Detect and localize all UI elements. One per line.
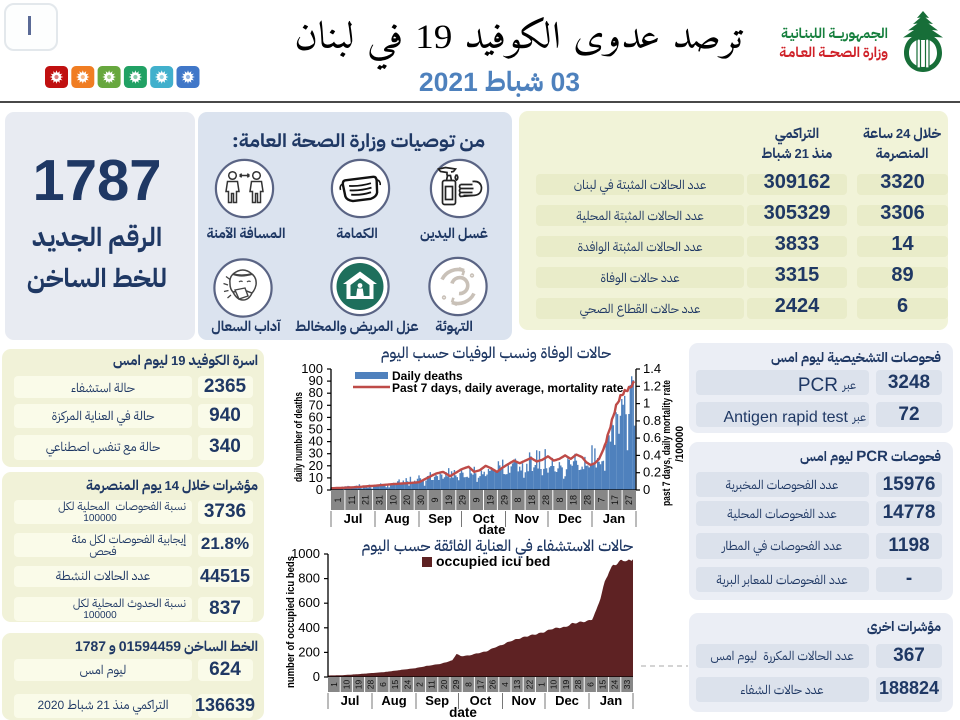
svg-text:28: 28 — [366, 680, 376, 690]
svg-text:28: 28 — [541, 495, 551, 505]
svg-text:60: 60 — [309, 409, 323, 424]
svg-text:Dec: Dec — [558, 511, 582, 526]
svg-text:daily number of deaths: daily number of deaths — [293, 392, 305, 482]
svg-text:10: 10 — [549, 680, 559, 690]
svg-text:19: 19 — [354, 680, 364, 690]
svg-text:400: 400 — [298, 620, 320, 635]
svg-text:Sep: Sep — [425, 693, 449, 708]
svg-text:28: 28 — [583, 495, 593, 505]
svg-text:Jan: Jan — [603, 511, 625, 526]
svg-text:Nov: Nov — [512, 693, 537, 708]
svg-text:0.2: 0.2 — [643, 465, 661, 480]
svg-text:Oct: Oct — [470, 693, 492, 708]
svg-text:22: 22 — [524, 680, 534, 690]
svg-text:600: 600 — [298, 595, 320, 610]
svg-text:19: 19 — [561, 680, 571, 690]
svg-text:20: 20 — [309, 458, 323, 473]
svg-text:0: 0 — [313, 669, 320, 684]
svg-text:8: 8 — [513, 497, 523, 502]
svg-text:24: 24 — [610, 680, 620, 690]
svg-text:10: 10 — [341, 680, 351, 690]
svg-text:800: 800 — [298, 571, 320, 586]
svg-text:1: 1 — [333, 497, 343, 502]
svg-text:date: date — [479, 522, 506, 537]
svg-text:11: 11 — [427, 680, 437, 689]
svg-text:100: 100 — [301, 361, 323, 376]
svg-text:24: 24 — [402, 680, 412, 690]
svg-text:29: 29 — [458, 495, 468, 505]
svg-text:13: 13 — [512, 680, 522, 690]
svg-text:9: 9 — [472, 497, 482, 502]
svg-text:15: 15 — [598, 680, 608, 690]
svg-text:17: 17 — [476, 680, 486, 690]
svg-text:Daily deaths: Daily deaths — [392, 369, 463, 383]
svg-text:20: 20 — [402, 495, 412, 505]
svg-text:/100000: /100000 — [674, 426, 686, 462]
svg-text:Sep: Sep — [428, 511, 452, 526]
svg-text:date: date — [449, 705, 477, 720]
svg-text:50: 50 — [309, 422, 323, 437]
svg-text:40: 40 — [309, 434, 323, 449]
svg-text:18: 18 — [569, 495, 579, 505]
svg-text:10: 10 — [309, 470, 323, 485]
svg-text:Nov: Nov — [515, 511, 540, 526]
svg-text:0.6: 0.6 — [643, 430, 661, 445]
svg-text:6: 6 — [585, 682, 595, 687]
svg-text:9: 9 — [430, 497, 440, 502]
svg-text:19: 19 — [444, 495, 454, 505]
svg-text:1: 1 — [643, 396, 650, 411]
svg-text:30: 30 — [416, 495, 426, 505]
svg-text:0.8: 0.8 — [643, 413, 661, 428]
svg-text:1000: 1000 — [291, 546, 320, 561]
svg-text:Jul: Jul — [341, 693, 360, 708]
svg-text:occupied icu bed: occupied icu bed — [436, 553, 550, 569]
svg-text:15: 15 — [390, 680, 400, 690]
svg-text:Oct: Oct — [473, 511, 495, 526]
svg-text:80: 80 — [309, 385, 323, 400]
svg-text:Jul: Jul — [344, 511, 363, 526]
svg-text:2: 2 — [415, 682, 425, 687]
svg-text:200: 200 — [298, 644, 320, 659]
svg-text:10: 10 — [388, 495, 398, 505]
svg-text:1.2: 1.2 — [643, 378, 661, 393]
svg-text:90: 90 — [309, 373, 323, 388]
svg-text:33: 33 — [622, 680, 632, 690]
svg-text:0.4: 0.4 — [643, 447, 661, 462]
svg-text:1: 1 — [537, 682, 547, 687]
svg-text:31: 31 — [375, 495, 385, 505]
svg-text:28: 28 — [573, 680, 583, 690]
svg-text:19: 19 — [485, 495, 495, 505]
svg-text:8: 8 — [555, 497, 565, 502]
svg-text:8: 8 — [463, 682, 473, 687]
svg-text:Aug: Aug — [384, 511, 409, 526]
svg-text:Jan: Jan — [600, 693, 622, 708]
svg-text:7: 7 — [596, 497, 606, 502]
svg-text:29: 29 — [499, 495, 509, 505]
svg-text:0: 0 — [316, 482, 323, 497]
svg-text:0: 0 — [643, 482, 650, 497]
svg-text:1.4: 1.4 — [643, 361, 661, 376]
svg-text:Aug: Aug — [381, 693, 406, 708]
svg-text:Antigen rapid test: Antigen rapid test — [723, 409, 848, 426]
svg-text:11: 11 — [347, 495, 357, 504]
svg-text:21: 21 — [361, 495, 371, 505]
svg-text:70: 70 — [309, 397, 323, 412]
svg-text:17: 17 — [610, 495, 620, 505]
svg-text:18: 18 — [527, 495, 537, 505]
svg-text:29: 29 — [451, 680, 461, 690]
svg-text:6: 6 — [378, 682, 388, 687]
svg-text:Past 7 days, daily average, mo: Past 7 days, daily average, mortality ra… — [392, 381, 624, 395]
svg-text:20: 20 — [439, 680, 449, 690]
svg-text:1: 1 — [329, 682, 339, 687]
svg-text:27: 27 — [624, 495, 634, 505]
svg-text:PCR: PCR — [798, 375, 838, 396]
svg-text:past 7 days, daily mortality r: past 7 days, daily mortality rate — [661, 380, 673, 506]
svg-text:4: 4 — [500, 682, 510, 687]
svg-text:26: 26 — [488, 680, 498, 690]
svg-text:Dec: Dec — [555, 693, 579, 708]
svg-text:number of occupied icu beds: number of occupied icu beds — [285, 556, 297, 688]
svg-text:30: 30 — [309, 446, 323, 461]
